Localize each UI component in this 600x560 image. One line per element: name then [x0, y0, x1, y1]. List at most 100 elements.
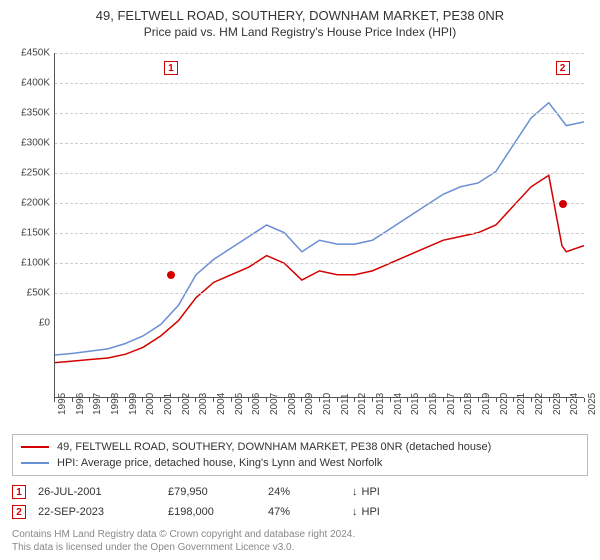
x-axis-label: 1995 — [57, 393, 68, 415]
x-axis-label: 2017 — [446, 393, 457, 415]
x-tick — [213, 398, 214, 402]
x-axis-label: 2013 — [375, 393, 386, 415]
gridline-h — [55, 53, 584, 54]
x-axis-label: 2000 — [145, 393, 156, 415]
gridline-h — [55, 173, 584, 174]
x-tick — [390, 398, 391, 402]
transaction-ref: HPI — [362, 506, 380, 518]
chart-marker-dot — [167, 271, 175, 279]
x-axis-label: 1999 — [128, 393, 139, 415]
x-tick — [337, 398, 338, 402]
transaction-date: 26-JUL-2001 — [38, 486, 168, 498]
x-tick — [195, 398, 196, 402]
x-axis-label: 2019 — [481, 393, 492, 415]
gridline-h — [55, 293, 584, 294]
transaction-diff: 47% — [268, 506, 348, 518]
x-tick — [478, 398, 479, 402]
transaction-diff: 24% — [268, 486, 348, 498]
transaction-ref: HPI — [362, 486, 380, 498]
x-axis-label: 2001 — [163, 393, 174, 415]
x-tick — [372, 398, 373, 402]
x-axis-label: 1998 — [110, 393, 121, 415]
y-axis-label: £100K — [10, 258, 50, 269]
title-sub: Price paid vs. HM Land Registry's House … — [10, 25, 590, 39]
x-tick — [407, 398, 408, 402]
x-tick — [248, 398, 249, 402]
gridline-h — [55, 143, 584, 144]
x-axis-label: 2005 — [234, 393, 245, 415]
x-axis-label: 2020 — [499, 393, 510, 415]
plot-region: 12 — [54, 53, 584, 398]
gridline-h — [55, 203, 584, 204]
gridline-h — [55, 263, 584, 264]
x-tick — [89, 398, 90, 402]
x-tick — [107, 398, 108, 402]
transaction-marker: 1 — [12, 485, 26, 499]
series-svg — [55, 53, 584, 397]
x-tick — [72, 398, 73, 402]
y-axis-label: £350K — [10, 108, 50, 119]
x-tick — [531, 398, 532, 402]
y-axis-label: £400K — [10, 78, 50, 89]
x-axis-label: 2024 — [569, 393, 580, 415]
x-axis-label: 2003 — [198, 393, 209, 415]
y-axis-label: £150K — [10, 228, 50, 239]
footnote: Contains HM Land Registry data © Crown c… — [12, 528, 588, 554]
gridline-h — [55, 83, 584, 84]
x-axis-label: 2006 — [251, 393, 262, 415]
x-axis-label: 2009 — [304, 393, 315, 415]
x-axis-label: 1997 — [92, 393, 103, 415]
x-tick — [460, 398, 461, 402]
x-axis-label: 2002 — [181, 393, 192, 415]
title-main: 49, FELTWELL ROAD, SOUTHERY, DOWNHAM MAR… — [10, 8, 590, 23]
x-axis-label: 2012 — [357, 393, 368, 415]
x-axis-label: 2022 — [534, 393, 545, 415]
y-axis-label: £0 — [10, 318, 50, 329]
x-axis-label: 2021 — [516, 393, 527, 415]
chart-marker-dot — [559, 200, 567, 208]
x-tick — [160, 398, 161, 402]
x-tick — [284, 398, 285, 402]
transaction-marker: 2 — [12, 505, 26, 519]
x-axis-label: 2016 — [428, 393, 439, 415]
footnote-line1: Contains HM Land Registry data © Crown c… — [12, 528, 588, 541]
x-tick — [584, 398, 585, 402]
x-tick — [496, 398, 497, 402]
footnote-line2: This data is licensed under the Open Gov… — [12, 541, 588, 554]
x-axis-label: 2004 — [216, 393, 227, 415]
chart-marker-box: 2 — [556, 61, 570, 75]
x-tick — [319, 398, 320, 402]
gridline-h — [55, 113, 584, 114]
legend-item: HPI: Average price, detached house, King… — [21, 455, 579, 471]
legend-item: 49, FELTWELL ROAD, SOUTHERY, DOWNHAM MAR… — [21, 439, 579, 455]
chart-marker-box: 1 — [164, 61, 178, 75]
transaction-price: £79,950 — [168, 486, 268, 498]
x-axis-label: 2014 — [393, 393, 404, 415]
x-axis-label: 2023 — [552, 393, 563, 415]
x-axis-label: 2010 — [322, 393, 333, 415]
transaction-row: 1 26-JUL-2001£79,95024% ↓ HPI — [12, 482, 588, 502]
x-axis-label: 2015 — [410, 393, 421, 415]
y-axis-label: £450K — [10, 48, 50, 59]
legend-label: HPI: Average price, detached house, King… — [57, 457, 382, 469]
x-tick — [443, 398, 444, 402]
x-tick — [178, 398, 179, 402]
x-tick — [231, 398, 232, 402]
x-axis-label: 2008 — [287, 393, 298, 415]
legend: 49, FELTWELL ROAD, SOUTHERY, DOWNHAM MAR… — [12, 434, 588, 476]
x-tick — [425, 398, 426, 402]
x-tick — [513, 398, 514, 402]
down-arrow-icon: ↓ — [352, 486, 358, 498]
x-tick — [301, 398, 302, 402]
x-tick — [142, 398, 143, 402]
x-axis-label: 2025 — [587, 393, 598, 415]
gridline-h — [55, 233, 584, 234]
y-axis-label: £300K — [10, 138, 50, 149]
x-axis-label: 2007 — [269, 393, 280, 415]
x-tick — [266, 398, 267, 402]
y-axis-label: £200K — [10, 198, 50, 209]
x-axis-label: 1996 — [75, 393, 86, 415]
y-axis-label: £250K — [10, 168, 50, 179]
legend-swatch — [21, 462, 49, 464]
x-axis-label: 2011 — [340, 393, 351, 415]
